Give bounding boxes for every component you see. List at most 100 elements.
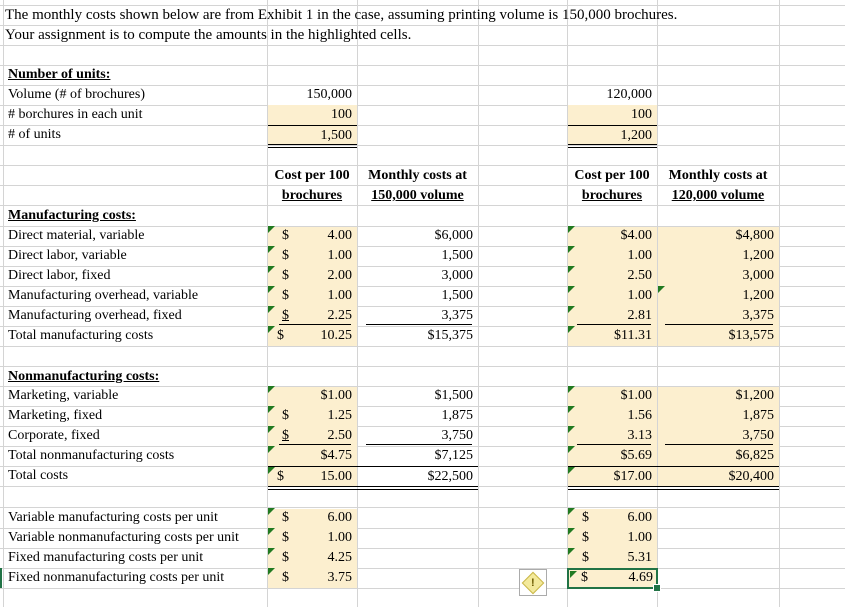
row-label: Marketing, variable xyxy=(8,388,119,403)
total-costs-150-cell[interactable]: $15.00 xyxy=(268,467,357,487)
total-costs-120-cell[interactable]: $17.00 xyxy=(568,467,657,487)
error-indicator-icon xyxy=(268,568,275,575)
monthly-150-cell[interactable]: $6,000 xyxy=(434,228,474,243)
per-unit-150-cell[interactable]: $3.75 xyxy=(268,568,357,588)
total-manufacturing-120-cell[interactable]: $11.31 xyxy=(568,326,657,346)
gridline xyxy=(0,446,845,447)
cell-value: 2.50 xyxy=(627,268,653,283)
cost-per-100-150-cell[interactable]: $1.00 xyxy=(268,386,357,406)
currency-sign: $ xyxy=(282,308,289,323)
cell-value: 4.69 xyxy=(628,570,654,585)
monthly-120-cell[interactable]: 3,375 xyxy=(742,308,775,323)
error-indicator-icon xyxy=(568,286,575,293)
gridline xyxy=(0,105,845,106)
monthly-150-cell[interactable]: 1,875 xyxy=(441,408,474,423)
monthly-150-cell[interactable]: $1,500 xyxy=(434,388,474,403)
cost-per-100-120-cell[interactable]: 3.13 xyxy=(568,426,657,446)
total-costs-monthly-150-cell[interactable]: $22,500 xyxy=(427,469,474,484)
cost-per-100-150-cell[interactable]: $2.25 xyxy=(268,306,357,326)
monthly-150-cell[interactable]: 3,750 xyxy=(441,428,474,443)
highlight-block xyxy=(268,227,357,346)
total-manufacturing-monthly-120-cell[interactable]: $13,575 xyxy=(728,328,775,343)
monthly-150-cell[interactable]: 1,500 xyxy=(441,248,474,263)
cell-value: 6.00 xyxy=(627,510,653,525)
cost-per-100-150-cell[interactable]: $2.00 xyxy=(268,266,357,286)
row-label: Fixed manufacturing costs per unit xyxy=(8,550,204,565)
monthly-120-cell[interactable]: 1,200 xyxy=(658,286,779,306)
gridline xyxy=(567,0,568,607)
cost-per-100-120-cell[interactable]: 2.81 xyxy=(568,306,657,326)
monthly-120-cell[interactable]: 3,000 xyxy=(742,268,775,283)
gridline xyxy=(0,45,845,46)
double-underline xyxy=(268,144,357,148)
header-cost-per-100-150: Cost per 100 xyxy=(274,168,350,183)
cost-per-100-150-cell[interactable]: $1.25 xyxy=(268,406,357,426)
monthly-120-cell[interactable]: $1,200 xyxy=(735,388,775,403)
monthly-120-cell[interactable]: 1,200 xyxy=(742,248,775,263)
gridline xyxy=(0,366,845,367)
total-costs-monthly-120-cell[interactable]: $20,400 xyxy=(728,469,775,484)
header-monthly-120: Monthly costs at xyxy=(668,168,768,183)
cost-per-100-150-cell[interactable]: $2.50 xyxy=(268,426,357,446)
gridline xyxy=(3,0,4,607)
error-indicator-icon xyxy=(268,467,275,474)
per-unit-150-cell[interactable]: $6.00 xyxy=(268,508,357,528)
cell-value: 3.75 xyxy=(327,570,353,585)
monthly-150-cell[interactable]: 1,500 xyxy=(441,288,474,303)
cost-per-100-120-cell[interactable]: $4.00 xyxy=(568,226,657,246)
cost-per-100-150-cell[interactable]: $1.00 xyxy=(268,286,357,306)
cell-value: 6.00 xyxy=(327,510,353,525)
per-unit-120-cell[interactable]: $1.00 xyxy=(568,528,657,548)
row-label: Direct labor, fixed xyxy=(8,268,111,283)
cost-per-100-120-cell[interactable]: $1.00 xyxy=(568,386,657,406)
selected-cell[interactable]: $4.69 xyxy=(567,568,658,589)
fill-handle[interactable] xyxy=(653,584,661,592)
error-indicator-icon xyxy=(268,426,275,433)
volume-150-cell[interactable]: 150,000 xyxy=(306,87,353,102)
per-unit-120-cell[interactable]: $6.00 xyxy=(568,508,657,528)
total-manufacturing-150-cell[interactable]: $10.25 xyxy=(268,326,357,346)
cost-per-100-150-cell[interactable]: $4.00 xyxy=(268,226,357,246)
per-unit-120-cell[interactable]: $5.31 xyxy=(568,548,657,568)
cost-per-100-150-cell[interactable]: $1.00 xyxy=(268,246,357,266)
units-150-cell[interactable]: 1,500 xyxy=(268,126,357,145)
underline xyxy=(577,444,651,445)
brochures-per-unit-150-cell[interactable]: 100 xyxy=(268,105,357,125)
monthly-150-cell[interactable]: 3,000 xyxy=(441,268,474,283)
currency-sign: $ xyxy=(282,428,289,443)
total-nonmanufacturing-monthly-150-cell[interactable]: $7,125 xyxy=(434,448,474,463)
cost-per-100-120-cell[interactable]: 1.00 xyxy=(568,286,657,306)
gridline xyxy=(0,568,845,569)
total-nonmanufacturing-150-cell[interactable]: $4.75 xyxy=(268,446,357,466)
cost-per-100-120-cell[interactable]: 1.56 xyxy=(568,406,657,426)
total-nonmanufacturing-120-cell[interactable]: $5.69 xyxy=(568,446,657,466)
units-heading: Number of units: xyxy=(8,67,111,82)
gridline xyxy=(0,65,845,66)
row-label: Direct material, variable xyxy=(8,228,145,243)
monthly-120-cell[interactable]: $4,800 xyxy=(735,228,775,243)
brochures-per-unit-120-cell[interactable]: 100 xyxy=(568,105,657,125)
monthly-120-cell[interactable]: 1,875 xyxy=(742,408,775,423)
monthly-150-cell[interactable]: 3,375 xyxy=(441,308,474,323)
total-nonmanufacturing-monthly-120-cell[interactable]: $6,825 xyxy=(735,448,775,463)
cost-per-100-120-cell[interactable]: 2.50 xyxy=(568,266,657,286)
error-indicator-icon xyxy=(568,306,575,313)
currency-sign: $ xyxy=(282,408,289,423)
monthly-120-cell[interactable]: 3,750 xyxy=(742,428,775,443)
per-unit-150-cell[interactable]: $1.00 xyxy=(268,528,357,548)
row-label: # borchures in each unit xyxy=(8,107,143,122)
error-indicator-icon xyxy=(268,386,275,393)
error-indicator-icon xyxy=(568,326,575,333)
volume-120-cell[interactable]: 120,000 xyxy=(606,87,653,102)
cell-value: 4.25 xyxy=(327,550,353,565)
cell-value: 5.31 xyxy=(627,550,653,565)
currency-sign: $ xyxy=(582,550,589,565)
gridline xyxy=(0,346,845,347)
units-120-cell[interactable]: 1,200 xyxy=(568,126,657,145)
cost-per-100-120-cell[interactable]: 1.00 xyxy=(568,246,657,266)
error-indicator-icon xyxy=(568,508,575,515)
per-unit-150-cell[interactable]: $4.25 xyxy=(268,548,357,568)
total-manufacturing-monthly-150-cell[interactable]: $15,375 xyxy=(427,328,474,343)
error-check-button[interactable]: ! xyxy=(519,569,547,596)
